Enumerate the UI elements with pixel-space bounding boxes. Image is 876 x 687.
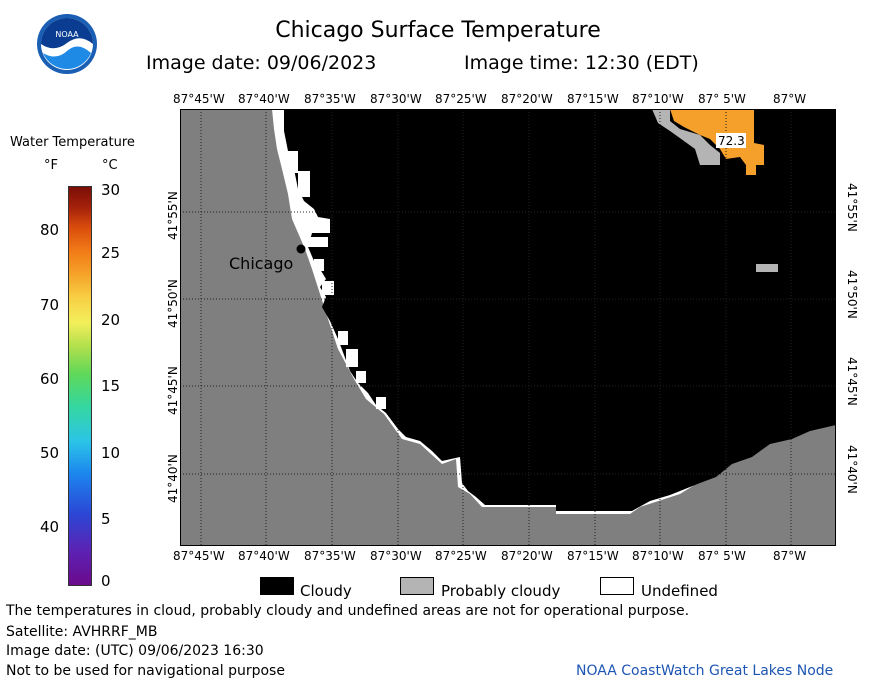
unit-fahrenheit: °F: [44, 158, 58, 173]
colorbar-title: Water Temperature: [10, 135, 135, 150]
lat-label-right: 41°55'N: [845, 183, 859, 232]
probably-cloudy-swatch: [400, 577, 434, 595]
lon-label-top: 87°20'W: [501, 92, 553, 106]
chicago-label: Chicago: [229, 254, 293, 273]
coastwatch-node-link[interactable]: NOAA CoastWatch Great Lakes Node: [576, 663, 834, 679]
navigation-warning: Not to be used for navigational purpose: [6, 663, 285, 679]
lon-label-top: 87°10'W: [632, 92, 684, 106]
undefined-patch: [288, 151, 298, 173]
tick-f: 60: [40, 370, 60, 388]
chicago-marker: [296, 244, 306, 254]
page-title: Chicago Surface Temperature: [275, 18, 601, 43]
lon-label-bottom: 87°45'W: [173, 549, 225, 563]
utc-date-text: Image date: (UTC) 09/06/2023 16:30: [6, 643, 264, 659]
tick-f: 40: [40, 518, 60, 536]
lat-label-right: 41°45'N: [845, 357, 859, 406]
undefined-patch: [346, 349, 358, 367]
cloudy-label: Cloudy: [300, 582, 352, 600]
tick-f: 80: [40, 221, 60, 239]
tick-c: 20: [101, 311, 121, 329]
map-frame: [180, 109, 836, 546]
temp-label: 72.3: [718, 134, 745, 148]
lon-label-bottom: 87°15'W: [567, 549, 619, 563]
lat-label-left: 41°40'N: [166, 454, 180, 503]
cloudy-swatch: [260, 577, 294, 595]
satellite-text: Satellite: AVHRRF_MB: [6, 624, 158, 640]
image-time: Image time: 12:30 (EDT): [464, 52, 699, 74]
undefined-patch: [356, 371, 366, 383]
lon-label-bottom: 87°40'W: [238, 549, 290, 563]
lon-label-top: 87°40'W: [238, 92, 290, 106]
lon-label-bottom: 87°W: [773, 549, 807, 563]
undefined-patch: [298, 171, 310, 197]
map-grid: [180, 109, 836, 546]
lon-label-bottom: 87°20'W: [501, 549, 553, 563]
logo-text: NOAA: [55, 30, 79, 39]
undefined-label: Undefined: [641, 582, 718, 600]
tick-c: 10: [101, 444, 121, 462]
lat-label-right: 41°50'N: [845, 270, 859, 319]
undefined-swatch: [600, 577, 634, 595]
lon-label-bottom: 87°25'W: [435, 549, 487, 563]
lon-label-top: 87° 5'W: [698, 92, 746, 106]
tick-c: 0: [101, 572, 111, 590]
lon-label-bottom: 87°10'W: [632, 549, 684, 563]
undefined-patch: [306, 237, 328, 247]
temp-label-box: [716, 133, 746, 148]
temperature-colorbar: [68, 186, 92, 586]
probably-cloudy-area: [652, 109, 720, 165]
unit-celsius: °C: [102, 158, 118, 173]
lon-label-top: 87°25'W: [435, 92, 487, 106]
lat-label-left: 41°55'N: [166, 191, 180, 240]
lon-label-top: 87°35'W: [304, 92, 356, 106]
lon-label-bottom: 87°35'W: [304, 549, 356, 563]
tick-c: 25: [101, 244, 121, 262]
undefined-patch: [376, 397, 386, 409]
cloudy-area: [284, 109, 836, 511]
tick-c: 15: [101, 377, 121, 395]
lon-label-top: 87°45'W: [173, 92, 225, 106]
lat-label-left: 41°45'N: [166, 366, 180, 415]
lon-label-top: 87°15'W: [567, 92, 619, 106]
image-date: Image date: 09/06/2023: [146, 52, 377, 74]
lon-label-top: 87°W: [773, 92, 807, 106]
lat-label-left: 41°50'N: [166, 279, 180, 328]
probably-cloudy-patch: [756, 264, 778, 272]
undefined-patch: [338, 331, 348, 345]
tick-f: 50: [40, 444, 60, 462]
lat-label-right: 41°40'N: [845, 445, 859, 494]
noaa-logo: NOAA: [37, 14, 97, 74]
lon-label-top: 87°30'W: [370, 92, 422, 106]
tick-f: 70: [40, 296, 60, 314]
undefined-patch: [314, 259, 324, 271]
lon-label-bottom: 87° 5'W: [698, 549, 746, 563]
tick-c: 30: [101, 181, 121, 199]
probably-cloudy-label: Probably cloudy: [441, 582, 561, 600]
temperature-map: Chicago 72.3: [180, 109, 836, 546]
lon-label-bottom: 87°30'W: [370, 549, 422, 563]
disclaimer-text: The temperatures in cloud, probably clou…: [6, 603, 690, 619]
undefined-patch: [322, 281, 334, 295]
tick-c: 5: [101, 510, 111, 528]
